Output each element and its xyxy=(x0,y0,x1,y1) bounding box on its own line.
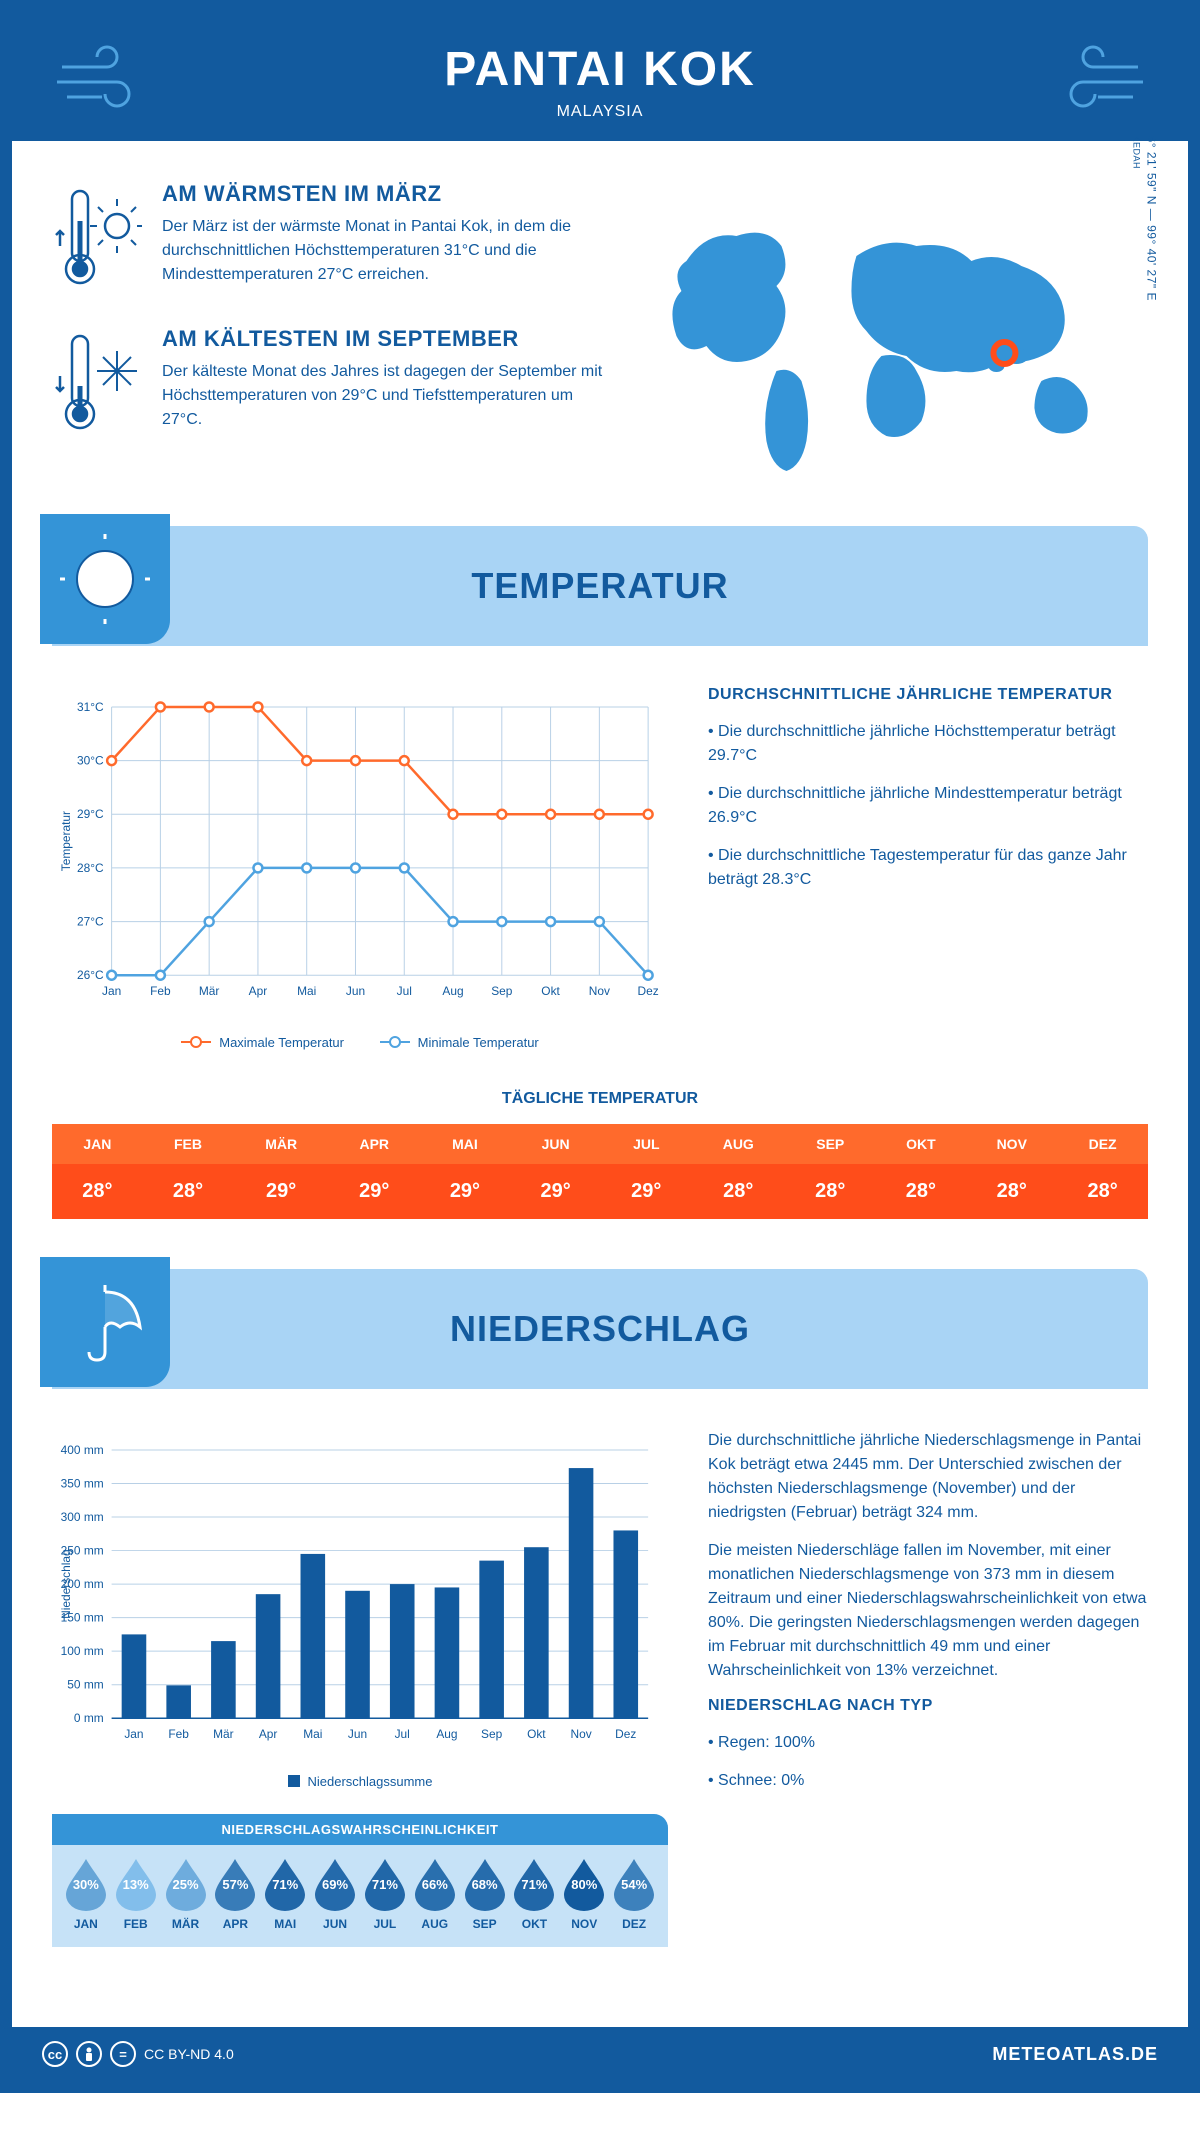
daily-temp-table: JANFEBMÄRAPRMAIJUNJULAUGSEPOKTNOVDEZ 28°… xyxy=(52,1124,1148,1219)
svg-text:Sep: Sep xyxy=(491,984,513,998)
temperature-banner: TEMPERATUR xyxy=(52,526,1148,646)
nd-icon: = xyxy=(110,2041,136,2067)
svg-text:Dez: Dez xyxy=(638,984,659,998)
svg-text:Dez: Dez xyxy=(615,1727,636,1741)
page-title: PANTAI KOK xyxy=(52,42,1148,97)
svg-text:Jul: Jul xyxy=(395,1727,410,1741)
svg-text:Jun: Jun xyxy=(348,1727,367,1741)
probability-box: NIEDERSCHLAGSWAHRSCHEINLICHKEIT 30% JAN … xyxy=(52,1814,668,1947)
precipitation-info: Die durchschnittliche jährliche Niedersc… xyxy=(708,1429,1148,1948)
svg-text:Temperatur: Temperatur xyxy=(59,811,73,871)
svg-text:400 mm: 400 mm xyxy=(61,1442,104,1456)
thermometer-hot-icon xyxy=(52,181,142,296)
precipitation-banner: NIEDERSCHLAG xyxy=(52,1269,1148,1389)
svg-text:29°C: 29°C xyxy=(77,807,104,821)
wind-icon xyxy=(52,42,152,117)
world-map: 6° 21' 59" N — 99° 40' 27" E KEDAH xyxy=(645,181,1148,486)
probability-drop: 54% DEZ xyxy=(612,1857,656,1931)
probability-drop: 71% MAI xyxy=(263,1857,307,1931)
svg-text:Okt: Okt xyxy=(527,1727,546,1741)
svg-text:Jan: Jan xyxy=(102,984,121,998)
daily-temp-heading: TÄGLICHE TEMPERATUR xyxy=(52,1090,1148,1108)
cc-icon: cc xyxy=(42,2041,68,2067)
precipitation-chart: 0 mm50 mm100 mm150 mm200 mm250 mm300 mm3… xyxy=(52,1429,668,1948)
probability-drop: 66% AUG xyxy=(413,1857,457,1931)
warmest-text: Der März ist der wärmste Monat in Pantai… xyxy=(162,215,605,287)
svg-text:Nov: Nov xyxy=(570,1727,591,1741)
svg-text:Mai: Mai xyxy=(297,984,316,998)
svg-text:30°C: 30°C xyxy=(77,754,104,768)
temperature-title: TEMPERATUR xyxy=(471,565,728,607)
probability-drop: 30% JAN xyxy=(64,1857,108,1931)
coldest-text: Der kälteste Monat des Jahres ist dagege… xyxy=(162,360,605,432)
svg-text:100 mm: 100 mm xyxy=(61,1644,104,1658)
page-subtitle: MALAYSIA xyxy=(52,103,1148,121)
svg-text:Mär: Mär xyxy=(199,984,220,998)
probability-drop: 71% OKT xyxy=(512,1857,556,1931)
svg-text:Sep: Sep xyxy=(481,1727,503,1741)
svg-text:Nov: Nov xyxy=(589,984,610,998)
warmest-block: AM WÄRMSTEN IM MÄRZ Der März ist der wär… xyxy=(52,181,605,296)
svg-text:Niederschlag: Niederschlag xyxy=(59,1549,73,1619)
umbrella-icon xyxy=(40,1257,170,1387)
probability-drop: 71% JUL xyxy=(363,1857,407,1931)
probability-drop: 13% FEB xyxy=(114,1857,158,1931)
svg-text:Jun: Jun xyxy=(346,984,365,998)
header: PANTAI KOK MALAYSIA xyxy=(12,12,1188,141)
thermometer-cold-icon xyxy=(52,326,142,441)
probability-drop: 57% APR xyxy=(213,1857,257,1931)
coldest-title: AM KÄLTESTEN IM SEPTEMBER xyxy=(162,326,605,352)
precipitation-title: NIEDERSCHLAG xyxy=(450,1308,750,1350)
svg-text:Apr: Apr xyxy=(249,984,268,998)
svg-text:31°C: 31°C xyxy=(77,700,104,714)
svg-text:27°C: 27°C xyxy=(77,915,104,929)
svg-text:Jul: Jul xyxy=(397,984,412,998)
svg-text:Aug: Aug xyxy=(436,1727,457,1741)
svg-text:Feb: Feb xyxy=(150,984,171,998)
probability-drop: 80% NOV xyxy=(562,1857,606,1931)
coldest-block: AM KÄLTESTEN IM SEPTEMBER Der kälteste M… xyxy=(52,326,605,441)
temperature-chart: 26°C 27°C 28°C 29°C 30°C 31°C Jan Feb Mär Apr Mai J… xyxy=(52,686,668,1050)
license-text: CC BY-ND 4.0 xyxy=(144,2046,234,2062)
svg-text:Mai: Mai xyxy=(303,1727,322,1741)
svg-text:0 mm: 0 mm xyxy=(74,1711,104,1725)
svg-text:Apr: Apr xyxy=(259,1727,278,1741)
svg-text:50 mm: 50 mm xyxy=(67,1677,103,1691)
coordinates: 6° 21' 59" N — 99° 40' 27" E KEDAH xyxy=(1130,136,1158,301)
probability-drop: 69% JUN xyxy=(313,1857,357,1931)
svg-text:Jan: Jan xyxy=(124,1727,143,1741)
svg-text:28°C: 28°C xyxy=(77,861,104,875)
temperature-info: DURCHSCHNITTLICHE JÄHRLICHE TEMPERATUR •… xyxy=(708,686,1148,1050)
brand: METEOATLAS.DE xyxy=(992,2044,1158,2065)
svg-text:300 mm: 300 mm xyxy=(61,1510,104,1524)
sun-icon xyxy=(40,514,170,644)
warmest-title: AM WÄRMSTEN IM MÄRZ xyxy=(162,181,605,207)
svg-text:Mär: Mär xyxy=(213,1727,234,1741)
svg-text:350 mm: 350 mm xyxy=(61,1476,104,1490)
svg-text:Feb: Feb xyxy=(168,1727,189,1741)
by-icon xyxy=(76,2041,102,2067)
svg-text:Aug: Aug xyxy=(442,984,463,998)
probability-drop: 25% MÄR xyxy=(164,1857,208,1931)
wind-icon xyxy=(1048,42,1148,117)
svg-text:Okt: Okt xyxy=(541,984,560,998)
probability-drop: 68% SEP xyxy=(463,1857,507,1931)
svg-text:26°C: 26°C xyxy=(77,968,104,982)
footer: cc = CC BY-ND 4.0 METEOATLAS.DE xyxy=(12,2027,1188,2081)
